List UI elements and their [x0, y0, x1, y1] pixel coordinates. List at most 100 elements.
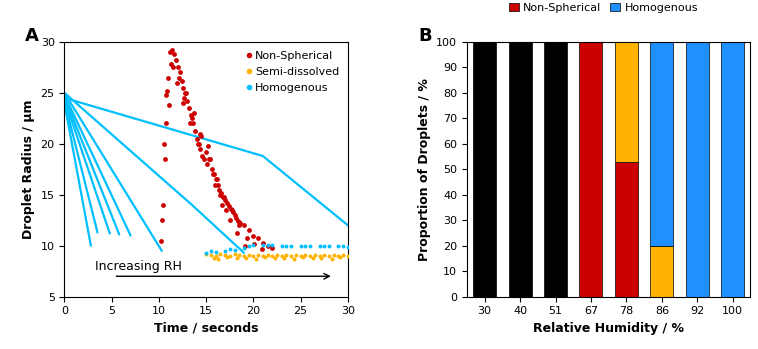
Point: [290, 252, 302, 258]
Point: [219, 252, 231, 258]
Point: [323, 243, 335, 248]
Point: [203, 156, 215, 162]
Point: [314, 243, 326, 248]
Point: [184, 121, 196, 126]
Point: [180, 90, 193, 96]
Point: [276, 243, 288, 248]
Point: [218, 194, 230, 200]
Point: [224, 206, 236, 212]
Point: [172, 65, 184, 70]
Point: [266, 245, 278, 251]
Y-axis label: Droplet Radius / μm: Droplet Radius / μm: [22, 99, 35, 239]
Point: [241, 235, 253, 240]
Point: [208, 172, 220, 177]
Point: [216, 202, 228, 208]
Point: [208, 255, 220, 261]
Point: [326, 256, 338, 262]
Point: [158, 141, 170, 147]
Point: [177, 85, 190, 90]
Point: [296, 254, 309, 260]
Point: [200, 149, 212, 155]
Point: [247, 233, 259, 238]
Point: [262, 243, 274, 248]
Point: [228, 251, 240, 257]
Point: [161, 121, 173, 126]
Bar: [615, 42, 638, 162]
Legend: Non-Spherical, Semi-dissolved, Homogenous: Non-Spherical, Semi-dissolved, Homogenou…: [243, 47, 343, 96]
Point: [224, 253, 236, 259]
Point: [157, 202, 169, 208]
Point: [166, 47, 178, 53]
Point: [280, 252, 293, 258]
Point: [252, 235, 265, 240]
Point: [238, 245, 250, 251]
Point: [205, 252, 217, 258]
Point: [249, 241, 261, 246]
Point: [204, 156, 216, 162]
Point: [285, 243, 297, 248]
Point: [227, 209, 239, 215]
Point: [257, 242, 269, 247]
Point: [177, 100, 189, 106]
Point: [221, 254, 233, 260]
Point: [211, 177, 223, 182]
Text: A: A: [25, 27, 39, 45]
Point: [187, 121, 199, 126]
Point: [188, 110, 200, 116]
Point: [155, 217, 168, 223]
Point: [277, 255, 290, 261]
Point: [215, 192, 227, 198]
Point: [295, 253, 307, 259]
Point: [230, 215, 243, 221]
Point: [323, 253, 335, 259]
Bar: [473, 42, 496, 297]
Point: [163, 102, 175, 108]
Point: [333, 253, 345, 259]
Point: [219, 197, 231, 203]
Point: [342, 244, 354, 250]
Point: [250, 256, 262, 262]
Point: [285, 253, 297, 259]
Point: [193, 131, 205, 136]
X-axis label: Time / seconds: Time / seconds: [154, 322, 258, 335]
Point: [215, 251, 227, 257]
Point: [240, 255, 252, 261]
Bar: [721, 42, 744, 297]
Point: [213, 187, 225, 192]
Point: [327, 252, 340, 258]
Point: [276, 253, 288, 259]
Point: [318, 243, 330, 248]
Legend: Effloresced, Non-Spherical, Semi-dissolved, Homogenous: Effloresced, Non-Spherical, Semi-dissolv…: [506, 0, 711, 15]
Point: [304, 243, 316, 248]
Point: [209, 177, 221, 182]
Point: [307, 255, 319, 261]
Bar: [579, 42, 603, 297]
Point: [219, 248, 231, 254]
Point: [256, 246, 268, 252]
Point: [318, 252, 330, 258]
Point: [189, 128, 201, 133]
Point: [299, 243, 312, 248]
Point: [239, 243, 251, 248]
Point: [238, 223, 250, 228]
Point: [193, 141, 205, 147]
Point: [158, 156, 171, 162]
Point: [167, 65, 179, 70]
Point: [247, 242, 259, 247]
Point: [299, 252, 312, 258]
Point: [173, 75, 185, 80]
Point: [168, 51, 180, 57]
Point: [257, 240, 269, 245]
Point: [195, 146, 207, 152]
Bar: [615, 162, 638, 297]
Point: [170, 58, 182, 63]
Point: [200, 250, 212, 255]
Point: [243, 228, 255, 233]
Point: [205, 166, 218, 172]
Point: [258, 254, 271, 260]
Point: [243, 252, 255, 258]
Bar: [509, 42, 531, 297]
Point: [234, 221, 246, 226]
Point: [220, 207, 232, 213]
Point: [337, 243, 349, 248]
